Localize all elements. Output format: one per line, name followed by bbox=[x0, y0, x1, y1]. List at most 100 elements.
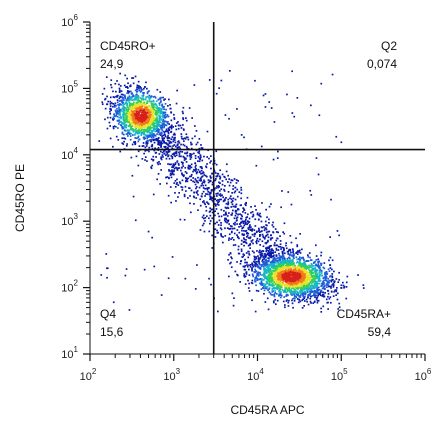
event-point bbox=[168, 150, 170, 153]
event-point bbox=[195, 168, 197, 170]
event-point bbox=[298, 260, 301, 263]
event-point bbox=[152, 100, 154, 103]
event-point bbox=[256, 230, 258, 233]
event-point bbox=[278, 273, 281, 275]
event-point bbox=[203, 155, 205, 158]
event-point bbox=[198, 160, 201, 163]
event-point bbox=[262, 250, 264, 252]
event-point bbox=[126, 102, 128, 105]
event-point bbox=[201, 172, 204, 175]
event-point bbox=[188, 187, 191, 190]
event-point bbox=[247, 220, 249, 222]
event-point bbox=[217, 192, 219, 195]
event-point bbox=[306, 286, 309, 289]
event-point bbox=[296, 244, 299, 246]
event-point bbox=[171, 136, 174, 138]
event-point bbox=[273, 242, 276, 244]
event-point bbox=[266, 261, 268, 264]
event-point bbox=[251, 233, 254, 236]
event-point bbox=[276, 270, 279, 272]
event-point bbox=[175, 128, 178, 131]
event-point bbox=[140, 114, 142, 117]
event-point bbox=[173, 144, 176, 146]
event-point bbox=[123, 84, 126, 87]
event-point bbox=[122, 119, 125, 122]
event-point bbox=[297, 283, 300, 286]
event-point bbox=[227, 219, 230, 222]
event-point bbox=[182, 161, 184, 164]
event-point bbox=[265, 260, 268, 262]
event-point bbox=[276, 237, 279, 240]
event-point bbox=[262, 283, 265, 286]
event-point bbox=[244, 212, 247, 214]
event-point bbox=[280, 269, 282, 272]
event-point bbox=[169, 172, 172, 175]
event-point bbox=[128, 121, 130, 123]
event-point bbox=[199, 198, 202, 201]
event-point bbox=[148, 105, 151, 108]
event-point bbox=[279, 277, 281, 280]
event-point bbox=[125, 109, 127, 112]
event-point bbox=[210, 167, 212, 170]
event-point bbox=[288, 260, 291, 262]
event-point bbox=[186, 155, 189, 157]
event-point bbox=[228, 178, 230, 180]
event-point bbox=[271, 285, 274, 287]
event-point bbox=[209, 207, 211, 210]
event-point bbox=[128, 131, 131, 134]
event-point bbox=[214, 179, 217, 182]
event-point bbox=[148, 96, 150, 99]
event-point bbox=[259, 235, 261, 237]
event-point bbox=[326, 272, 329, 275]
event-point bbox=[220, 233, 222, 235]
event-point bbox=[156, 178, 158, 181]
event-point bbox=[124, 119, 127, 122]
event-point bbox=[278, 290, 281, 293]
event-point bbox=[300, 267, 302, 270]
event-point bbox=[153, 133, 155, 135]
event-point bbox=[299, 296, 302, 298]
event-point bbox=[246, 265, 249, 268]
event-point bbox=[201, 182, 203, 185]
event-point bbox=[277, 231, 279, 234]
event-point bbox=[329, 279, 331, 282]
event-point bbox=[147, 129, 149, 132]
event-point bbox=[165, 157, 168, 160]
event-point bbox=[126, 105, 129, 107]
event-point bbox=[206, 156, 208, 158]
event-point bbox=[143, 101, 145, 104]
event-point bbox=[154, 125, 156, 127]
event-point bbox=[158, 117, 161, 120]
event-point bbox=[134, 119, 137, 122]
event-point bbox=[309, 266, 311, 269]
event-point bbox=[279, 264, 281, 267]
event-point bbox=[147, 123, 150, 126]
event-point bbox=[112, 116, 115, 119]
event-point bbox=[122, 107, 124, 110]
event-point bbox=[220, 234, 222, 236]
event-point bbox=[240, 225, 242, 227]
event-point bbox=[285, 287, 287, 289]
event-point bbox=[145, 122, 148, 125]
event-point bbox=[177, 140, 180, 142]
event-point bbox=[149, 111, 152, 114]
event-point bbox=[143, 133, 146, 136]
event-point bbox=[278, 275, 280, 278]
event-point bbox=[316, 273, 319, 275]
event-point bbox=[294, 266, 297, 269]
event-point bbox=[288, 281, 290, 284]
event-point bbox=[322, 293, 325, 296]
event-point bbox=[178, 164, 180, 166]
event-point bbox=[273, 262, 276, 264]
event-point bbox=[281, 273, 284, 276]
event-point bbox=[247, 237, 250, 239]
event-point bbox=[285, 262, 288, 265]
event-point bbox=[172, 133, 175, 136]
event-point bbox=[193, 203, 195, 205]
event-point bbox=[208, 230, 211, 233]
event-point bbox=[240, 189, 243, 191]
event-point bbox=[304, 290, 307, 293]
event-point bbox=[322, 305, 325, 308]
event-point bbox=[151, 145, 154, 147]
event-point bbox=[222, 196, 224, 199]
